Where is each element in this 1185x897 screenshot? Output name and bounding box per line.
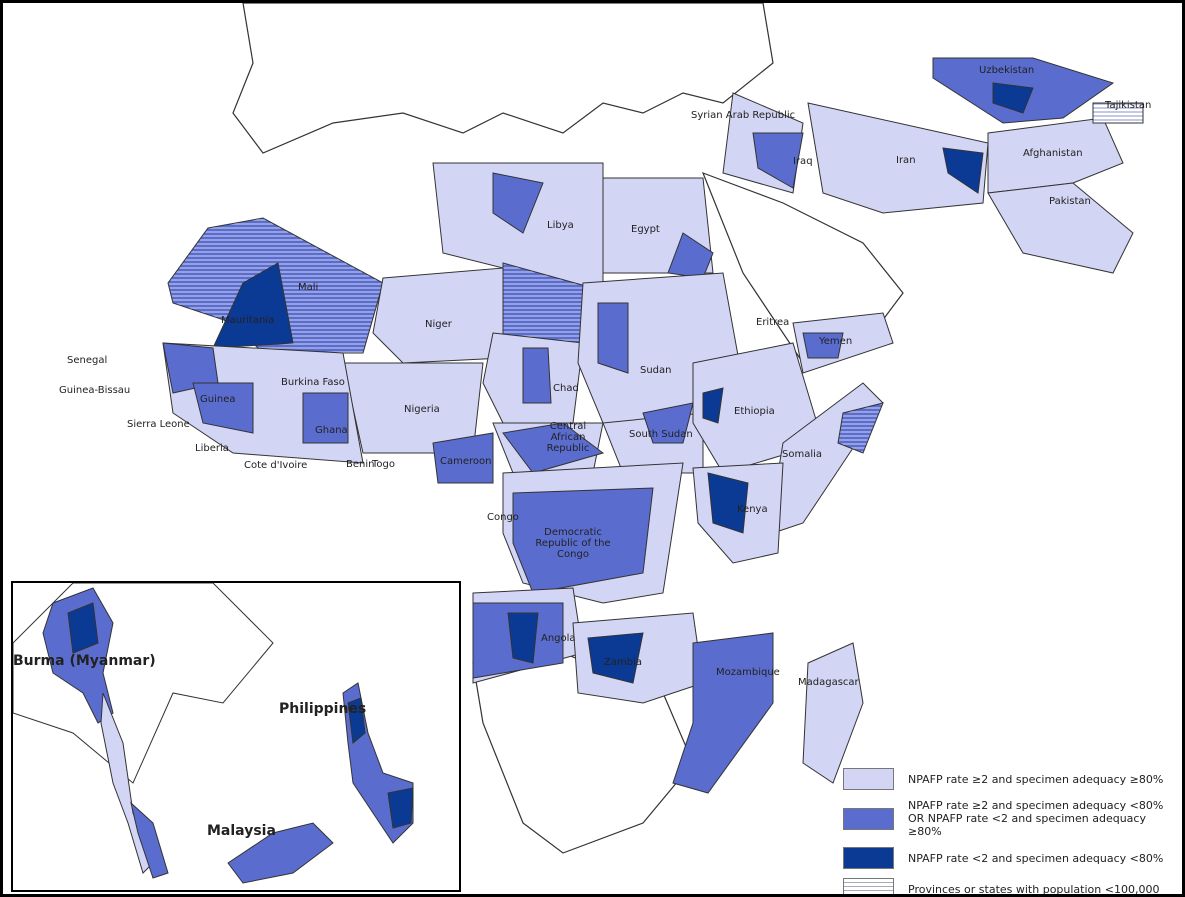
label-togo: Togo: [372, 459, 395, 470]
legend-swatch: [843, 878, 894, 894]
label-somalia: Somalia: [782, 449, 823, 460]
legend-label-line1: NPAFP rate ≥2 and specimen adequacy <80%: [908, 799, 1164, 812]
label-senegal: Senegal: [67, 355, 108, 366]
label-burkina-faso: Burkina Faso: [281, 377, 345, 388]
label-mauritania: Mauritania: [221, 315, 275, 326]
label-south-sudan: South Sudan: [629, 429, 693, 440]
label-iran: Iran: [896, 155, 916, 166]
label-drc: Democratic Republic of the Congo: [535, 527, 611, 560]
legend-label: NPAFP rate ≥2 and specimen adequacy ≥80%: [908, 772, 1164, 786]
legend-label: NPAFP rate ≥2 and specimen adequacy <80%…: [908, 799, 1182, 838]
legend-swatch: [843, 847, 894, 869]
countries: [162, 57, 1144, 794]
label-eritrea: Eritrea: [756, 317, 790, 328]
label-niger: Niger: [425, 319, 452, 330]
label-burma: Burma (Myanmar): [13, 653, 156, 669]
legend-label: NPAFP rate <2 and specimen adequacy <80%: [908, 851, 1164, 865]
legend-item-hatched: Provinces or states with population <100…: [843, 878, 1182, 896]
label-pakistan: Pakistan: [1049, 196, 1091, 207]
label-zambia: Zambia: [604, 657, 642, 668]
legend-swatch: [843, 768, 894, 790]
legend-item-high-both: NPAFP rate ≥2 and specimen adequacy ≥80%: [843, 768, 1182, 790]
europe-landmass: [232, 3, 774, 154]
legend-item-one-met: NPAFP rate ≥2 and specimen adequacy <80%…: [843, 799, 1182, 838]
label-afghanistan: Afghanistan: [1023, 148, 1083, 159]
label-egypt: Egypt: [631, 224, 660, 235]
legend: NPAFP rate ≥2 and specimen adequacy ≥80%…: [843, 768, 1182, 896]
legend-label-line2: OR NPAFP rate <2 and specimen adequacy ≥…: [908, 812, 1146, 838]
label-libya: Libya: [547, 220, 574, 231]
label-uzbekistan: Uzbekistan: [979, 65, 1035, 76]
label-mozambique: Mozambique: [716, 667, 780, 678]
label-nigeria: Nigeria: [404, 404, 440, 415]
label-malaysia: Malaysia: [207, 823, 276, 839]
label-sierra-leone: Sierra Leone: [127, 419, 190, 430]
legend-label: Provinces or states with population <100…: [908, 882, 1160, 896]
label-liberia: Liberia: [195, 443, 229, 454]
label-congo: Congo: [487, 512, 519, 523]
label-guinea-bissau: Guinea-Bissau: [59, 385, 131, 396]
label-syria: Syrian Arab Republic: [691, 110, 796, 121]
label-central-african-republic: Central African Republic: [546, 421, 590, 454]
label-kenya: Kenya: [737, 504, 768, 515]
label-madagascar: Madagascar: [798, 677, 859, 688]
label-angola: Angola: [541, 633, 576, 644]
label-iraq: Iraq: [793, 156, 813, 167]
label-cameroon: Cameroon: [440, 456, 492, 467]
legend-swatch: [843, 807, 894, 830]
label-tajikistan: Tajikistan: [1105, 100, 1152, 111]
label-benin: Benin: [346, 459, 375, 470]
label-mali: Mali: [298, 282, 319, 293]
map-geography: [162, 3, 1144, 854]
label-philippines: Philippines: [279, 701, 367, 717]
label-ethiopia: Ethiopia: [734, 406, 775, 417]
label-chad: Chad: [553, 383, 579, 394]
label-ghana: Ghana: [315, 425, 348, 436]
label-cote-divoire: Cote d'Ivoire: [244, 460, 308, 471]
label-sudan: Sudan: [640, 365, 672, 376]
inset-geography: [13, 583, 414, 884]
label-yemen: Yemen: [819, 336, 853, 347]
legend-item-neither-met: NPAFP rate <2 and specimen adequacy <80%: [843, 847, 1182, 869]
label-guinea: Guinea: [200, 394, 236, 405]
southeast-asia-inset: Burma (Myanmar) Philippines Malaysia: [11, 581, 461, 892]
